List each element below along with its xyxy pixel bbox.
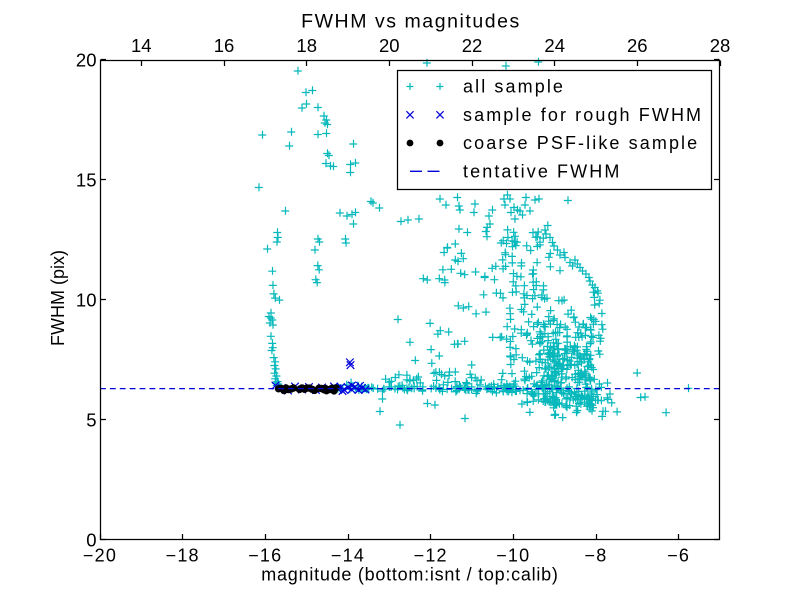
svg-text:24: 24 (544, 35, 565, 56)
svg-text:0: 0 (86, 529, 96, 550)
svg-text:26: 26 (627, 35, 648, 56)
svg-text:sample for rough FWHM: sample for rough FWHM (463, 105, 703, 125)
svg-text:5: 5 (86, 409, 96, 430)
svg-text:−12: −12 (414, 546, 448, 566)
svg-text:−18: −18 (166, 546, 200, 566)
svg-text:magnitude (bottom:isnt / top:c: magnitude (bottom:isnt / top:calib) (261, 565, 558, 585)
svg-text:18: 18 (296, 35, 317, 56)
svg-text:FWHM (pix): FWHM (pix) (48, 250, 68, 346)
svg-text:10: 10 (76, 289, 97, 310)
svg-text:20: 20 (76, 49, 97, 70)
svg-text:FWHM vs magnitudes: FWHM vs magnitudes (301, 11, 521, 33)
svg-text:−20: −20 (83, 546, 117, 566)
svg-text:16: 16 (214, 35, 235, 56)
svg-text:28: 28 (710, 35, 731, 56)
svg-text:all sample: all sample (463, 77, 565, 97)
svg-text:−16: −16 (248, 546, 282, 566)
svg-text:tentative FWHM: tentative FWHM (463, 162, 621, 182)
svg-text:coarse PSF-like sample: coarse PSF-like sample (463, 133, 699, 153)
svg-text:−10: −10 (496, 546, 530, 566)
svg-text:15: 15 (76, 169, 97, 190)
svg-text:20: 20 (379, 35, 400, 56)
svg-text:22: 22 (462, 35, 483, 56)
svg-text:14: 14 (131, 35, 152, 56)
svg-text:−8: −8 (585, 546, 608, 566)
svg-text:−14: −14 (331, 546, 365, 566)
svg-text:−6: −6 (667, 546, 690, 566)
